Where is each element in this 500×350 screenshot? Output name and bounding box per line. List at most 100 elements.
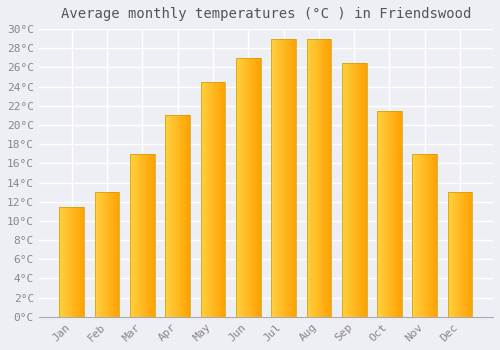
Bar bbox=[143, 154, 144, 317]
Bar bbox=[64, 206, 65, 317]
Bar bbox=[412, 154, 437, 317]
Bar bbox=[436, 154, 437, 317]
Bar bbox=[176, 116, 177, 317]
Bar bbox=[150, 154, 151, 317]
Bar bbox=[466, 192, 467, 317]
Bar bbox=[79, 206, 80, 317]
Bar bbox=[272, 38, 273, 317]
Bar bbox=[170, 116, 171, 317]
Bar bbox=[359, 63, 360, 317]
Bar bbox=[355, 63, 356, 317]
Bar bbox=[115, 192, 116, 317]
Bar bbox=[377, 111, 378, 317]
Bar bbox=[172, 116, 173, 317]
Bar bbox=[175, 116, 176, 317]
Bar bbox=[273, 38, 274, 317]
Bar bbox=[400, 111, 401, 317]
Bar bbox=[467, 192, 468, 317]
Bar bbox=[182, 116, 184, 317]
Bar bbox=[153, 154, 154, 317]
Bar bbox=[169, 116, 170, 317]
Bar bbox=[109, 192, 110, 317]
Bar bbox=[344, 63, 345, 317]
Bar bbox=[348, 63, 349, 317]
Bar bbox=[425, 154, 426, 317]
Bar bbox=[112, 192, 114, 317]
Bar bbox=[142, 154, 143, 317]
Bar bbox=[208, 82, 210, 317]
Bar bbox=[223, 82, 224, 317]
Bar bbox=[114, 192, 115, 317]
Bar bbox=[288, 38, 289, 317]
Bar bbox=[154, 154, 155, 317]
Bar bbox=[432, 154, 433, 317]
Bar bbox=[118, 192, 119, 317]
Bar bbox=[422, 154, 423, 317]
Bar bbox=[224, 82, 226, 317]
Bar bbox=[427, 154, 428, 317]
Bar bbox=[386, 111, 387, 317]
Bar bbox=[108, 192, 109, 317]
Bar bbox=[463, 192, 464, 317]
Bar bbox=[360, 63, 361, 317]
Bar bbox=[74, 206, 75, 317]
Bar bbox=[187, 116, 188, 317]
Bar bbox=[252, 58, 253, 317]
Bar bbox=[434, 154, 436, 317]
Bar bbox=[315, 38, 316, 317]
Bar bbox=[211, 82, 212, 317]
Bar bbox=[68, 206, 70, 317]
Bar bbox=[323, 38, 324, 317]
Bar bbox=[358, 63, 359, 317]
Bar bbox=[213, 82, 214, 317]
Bar bbox=[464, 192, 465, 317]
Bar bbox=[413, 154, 414, 317]
Bar bbox=[456, 192, 457, 317]
Bar bbox=[412, 154, 413, 317]
Bar bbox=[212, 82, 213, 317]
Bar bbox=[250, 58, 251, 317]
Bar bbox=[354, 63, 355, 317]
Bar bbox=[103, 192, 104, 317]
Bar bbox=[76, 206, 78, 317]
Bar bbox=[286, 38, 288, 317]
Bar bbox=[275, 38, 276, 317]
Bar bbox=[179, 116, 180, 317]
Bar bbox=[378, 111, 379, 317]
Bar bbox=[329, 38, 330, 317]
Bar bbox=[385, 111, 386, 317]
Bar bbox=[397, 111, 398, 317]
Bar bbox=[390, 111, 392, 317]
Bar bbox=[132, 154, 133, 317]
Bar bbox=[330, 38, 331, 317]
Bar bbox=[393, 111, 394, 317]
Bar bbox=[271, 38, 272, 317]
Bar bbox=[238, 58, 239, 317]
Bar bbox=[218, 82, 219, 317]
Bar bbox=[353, 63, 354, 317]
Bar bbox=[452, 192, 454, 317]
Bar bbox=[363, 63, 364, 317]
Bar bbox=[418, 154, 419, 317]
Bar bbox=[207, 82, 208, 317]
Bar bbox=[379, 111, 380, 317]
Bar bbox=[351, 63, 352, 317]
Bar bbox=[140, 154, 141, 317]
Bar bbox=[216, 82, 218, 317]
Bar bbox=[100, 192, 101, 317]
Bar bbox=[424, 154, 425, 317]
Bar bbox=[181, 116, 182, 317]
Bar bbox=[242, 58, 244, 317]
Bar bbox=[245, 58, 246, 317]
Bar bbox=[171, 116, 172, 317]
Bar bbox=[320, 38, 322, 317]
Bar bbox=[384, 111, 385, 317]
Bar bbox=[258, 58, 259, 317]
Bar bbox=[189, 116, 190, 317]
Bar bbox=[277, 38, 278, 317]
Bar bbox=[60, 206, 84, 317]
Bar bbox=[431, 154, 432, 317]
Bar bbox=[166, 116, 167, 317]
Bar bbox=[394, 111, 395, 317]
Bar bbox=[421, 154, 422, 317]
